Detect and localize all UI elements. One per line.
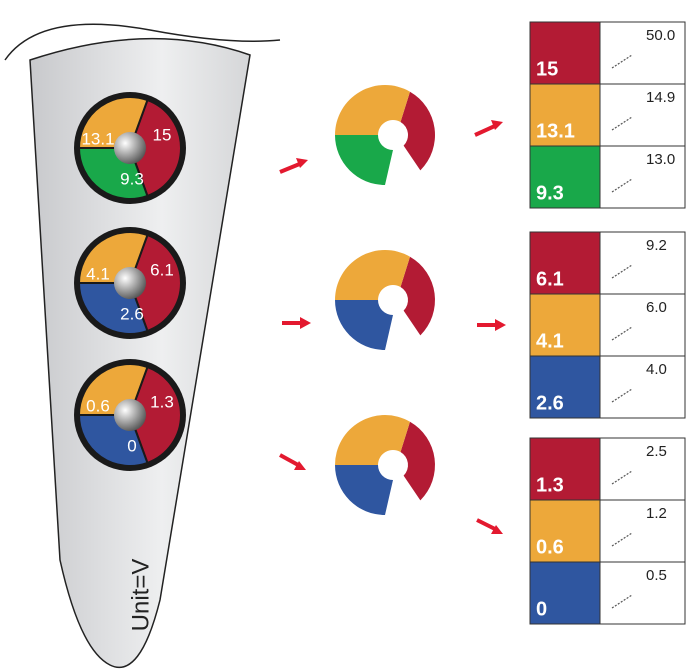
- segment-label: 9.3: [120, 169, 144, 188]
- row-icon: [611, 54, 633, 69]
- row-value: 6.0: [646, 299, 667, 316]
- row-label: 9.3: [536, 182, 564, 204]
- row-box: [599, 21, 686, 85]
- row-label: 0: [536, 598, 547, 620]
- ring-segment: [335, 135, 393, 185]
- row-color: [529, 293, 601, 357]
- row-value: 4.0: [646, 361, 667, 378]
- ring-segment: [335, 250, 410, 300]
- row-box: [599, 561, 686, 625]
- ring-segment: [335, 414, 410, 465]
- tube: [29, 37, 251, 669]
- row-value: 1.2: [646, 505, 667, 522]
- row-value: 0.5: [646, 567, 667, 584]
- row-label: 1.3: [536, 474, 564, 496]
- unit-label: Unit=V: [127, 559, 154, 632]
- row-label: 2.6: [536, 392, 564, 414]
- row-icon: [611, 470, 633, 485]
- row-value: 14.9: [646, 89, 675, 106]
- ring-segment: [335, 300, 393, 350]
- row-value: 50.0: [646, 27, 675, 44]
- ring-segment: [400, 256, 435, 336]
- outline-curve: [4, 23, 281, 61]
- segment-label: 1.3: [150, 392, 174, 411]
- segment-label: 0: [127, 436, 136, 455]
- row-icon: [611, 532, 633, 547]
- row-label: 0.6: [536, 536, 564, 558]
- row-color: [529, 21, 601, 85]
- row-value: 9.2: [646, 237, 667, 254]
- row-value: 13.0: [646, 151, 675, 168]
- segment-label: 2.6: [120, 304, 144, 323]
- ring-segment: [335, 465, 393, 515]
- row-label: 15: [536, 58, 558, 80]
- row-box: [599, 355, 686, 419]
- row-icon: [611, 116, 633, 131]
- ring-segment: [400, 91, 435, 171]
- pie-ball: [114, 267, 146, 299]
- row-box: [599, 293, 686, 357]
- segment-label: 15: [153, 125, 172, 144]
- row-icon: [611, 264, 633, 279]
- pie-segment: [128, 233, 182, 333]
- ring-segment: [335, 84, 410, 135]
- pie-ball: [114, 399, 146, 431]
- row-value: 2.5: [646, 443, 667, 460]
- row-color: [529, 355, 601, 419]
- row-box: [599, 231, 686, 295]
- row-label: 6.1: [536, 268, 564, 290]
- row-icon: [611, 326, 633, 341]
- ring-segment: [400, 421, 435, 501]
- pie-segment: [128, 365, 182, 465]
- arrows: [279, 120, 506, 534]
- row-icon: [611, 388, 633, 403]
- row-box: [599, 437, 686, 501]
- segment-label: 13.1: [81, 129, 114, 148]
- row-box: [599, 499, 686, 563]
- row-box: [599, 145, 686, 209]
- row-color: [529, 83, 601, 147]
- segment-label: 6.1: [150, 260, 174, 279]
- row-color: [529, 437, 601, 501]
- row-label: 4.1: [536, 330, 564, 352]
- segment-label: 4.1: [86, 264, 110, 283]
- row-label: 13.1: [536, 120, 575, 142]
- segment-label: 0.6: [86, 396, 110, 415]
- row-box: [599, 83, 686, 147]
- row-icon: [611, 594, 633, 609]
- pie-ball: [114, 132, 146, 164]
- pie-segment: [128, 98, 182, 198]
- row-icon: [611, 178, 633, 193]
